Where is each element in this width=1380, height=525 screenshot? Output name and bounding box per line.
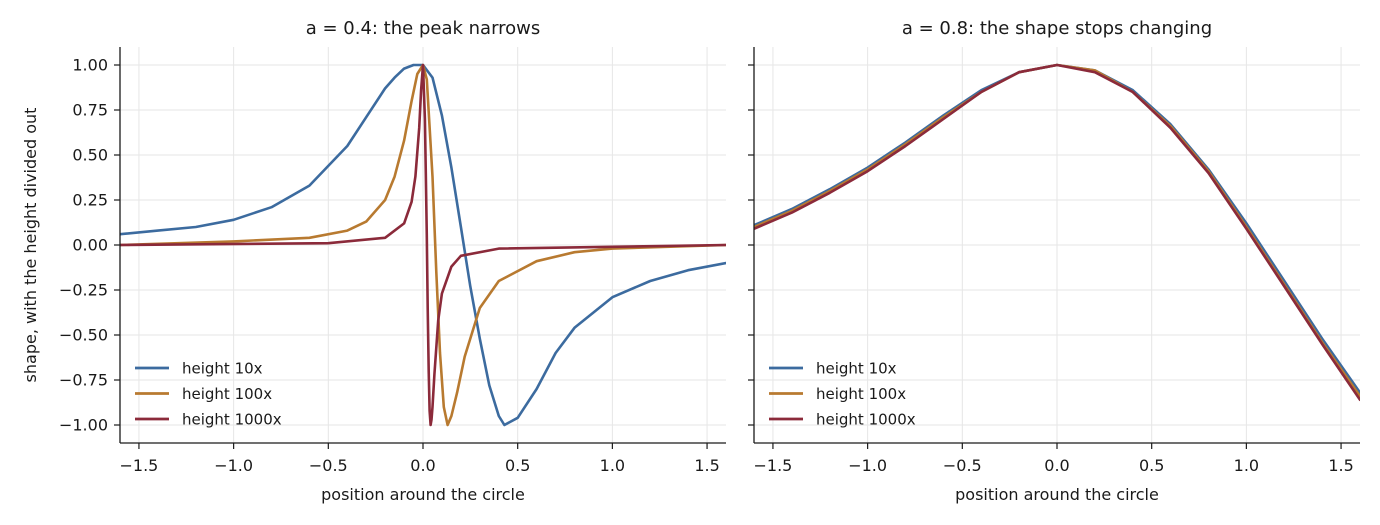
legend-item: height 10x: [135, 360, 263, 378]
x-axis-label: position around the circle: [321, 485, 525, 504]
legend-label: height 100x: [182, 385, 272, 403]
series-line-height-1000x: [120, 63, 726, 427]
x-tick-label: −1.0: [848, 456, 887, 475]
y-tick-label: −0.25: [59, 281, 108, 300]
legend-label: height 1000x: [816, 411, 916, 429]
y-tick-label: 1.00: [72, 56, 108, 75]
y-axis-label: shape, with the height divided out: [21, 108, 40, 383]
legend-label: height 10x: [816, 360, 897, 378]
legend: height 10x height 100x height 1000x: [135, 360, 282, 429]
panel-title: a = 0.4: the peak narrows: [306, 18, 541, 39]
x-tick-label: 1.0: [600, 456, 625, 475]
x-axis-label: position around the circle: [955, 485, 1159, 504]
x-tick-label: 0.5: [1139, 456, 1164, 475]
y-tick-label: 0.50: [72, 146, 108, 165]
series-line-height-1000x: [754, 63, 1360, 402]
y-tick-label: 0.25: [72, 191, 108, 210]
x-tick-label: −1.0: [214, 456, 253, 475]
legend-label: height 10x: [182, 360, 263, 378]
chart-panel-2: −1.5 −1.0 −0.5 0.0 0.5 1.0 1.5 a = 0.8: the sha…: [748, 18, 1360, 504]
legend: height 10x height 100x height 1000x: [769, 360, 916, 429]
panel-title: a = 0.8: the shape stops changing: [902, 18, 1212, 39]
legend-label: height 100x: [816, 385, 906, 403]
x-tick-label: 0.0: [1044, 456, 1069, 475]
legend-item: height 1000x: [135, 411, 282, 429]
grid: [754, 47, 1360, 443]
x-tick-label: 0.5: [505, 456, 530, 475]
series-lines: [754, 63, 1360, 402]
x-tick-label: −0.5: [309, 456, 348, 475]
series-line-height-100x: [120, 63, 726, 427]
x-tick-label: 1.5: [1328, 456, 1353, 475]
series-line-height-10x: [120, 63, 726, 427]
legend-item: height 100x: [135, 385, 272, 403]
legend-item: height 10x: [769, 360, 897, 378]
legend-label: height 1000x: [182, 411, 282, 429]
x-tick-label: 1.5: [694, 456, 719, 475]
chart-panel-1: −1.5 −1.0 −0.5 0.0 0.5 1.0 1.5 −1.00 −0.75 −0.50 −…: [21, 18, 726, 504]
legend-item: height 1000x: [769, 411, 916, 429]
x-tick-label: −1.5: [120, 456, 159, 475]
y-tick-label: 0.00: [72, 236, 108, 255]
y-tick-label: −1.00: [59, 416, 108, 435]
x-tick-label: 0.0: [410, 456, 435, 475]
legend-item: height 100x: [769, 385, 906, 403]
y-tick-label: −0.75: [59, 371, 108, 390]
y-tick-label: 0.75: [72, 101, 108, 120]
series-lines: [120, 63, 726, 427]
x-tick-label: −0.5: [943, 456, 982, 475]
y-tick-label: −0.50: [59, 326, 108, 345]
x-tick-label: 1.0: [1234, 456, 1259, 475]
x-tick-label: −1.5: [754, 456, 793, 475]
